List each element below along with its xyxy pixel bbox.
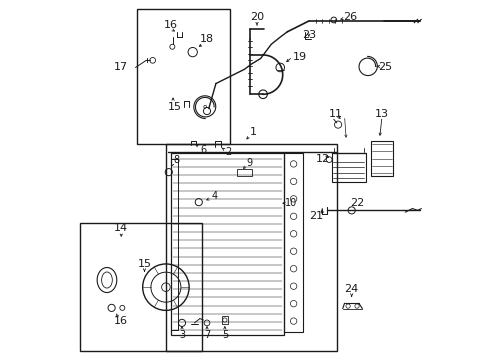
Text: 2: 2 xyxy=(225,147,231,157)
Bar xyxy=(137,9,230,144)
Bar xyxy=(171,153,283,336)
Text: 15: 15 xyxy=(167,102,182,112)
Text: 3: 3 xyxy=(179,330,184,341)
Text: 21: 21 xyxy=(308,211,323,221)
Text: 22: 22 xyxy=(349,198,364,208)
Text: 16: 16 xyxy=(114,316,128,326)
Text: 5: 5 xyxy=(221,330,227,341)
Text: 20: 20 xyxy=(249,13,264,22)
Text: 24: 24 xyxy=(344,284,358,294)
Text: 8: 8 xyxy=(173,156,179,165)
Text: 16: 16 xyxy=(164,19,178,30)
Bar xyxy=(370,141,392,176)
Text: 14: 14 xyxy=(114,223,128,233)
Text: 19: 19 xyxy=(292,52,306,62)
Text: 10: 10 xyxy=(284,198,296,208)
Bar xyxy=(283,153,303,332)
Text: 26: 26 xyxy=(342,13,356,22)
Text: 4: 4 xyxy=(211,191,217,201)
Bar xyxy=(171,158,177,330)
Text: 18: 18 xyxy=(200,34,214,44)
Bar xyxy=(222,316,227,324)
Text: 11: 11 xyxy=(328,109,342,119)
Bar xyxy=(80,223,201,351)
Text: 12: 12 xyxy=(315,154,329,163)
Text: 25: 25 xyxy=(378,63,392,72)
Bar xyxy=(237,168,251,176)
Text: 9: 9 xyxy=(246,158,252,168)
Text: 13: 13 xyxy=(374,109,388,119)
Text: 1: 1 xyxy=(249,127,256,137)
Text: 23: 23 xyxy=(301,30,315,40)
Text: 7: 7 xyxy=(203,330,210,341)
Text: 17: 17 xyxy=(114,63,128,72)
Text: 15: 15 xyxy=(137,259,151,269)
Text: 6: 6 xyxy=(200,145,206,155)
Bar xyxy=(165,144,337,351)
Bar xyxy=(331,153,365,182)
